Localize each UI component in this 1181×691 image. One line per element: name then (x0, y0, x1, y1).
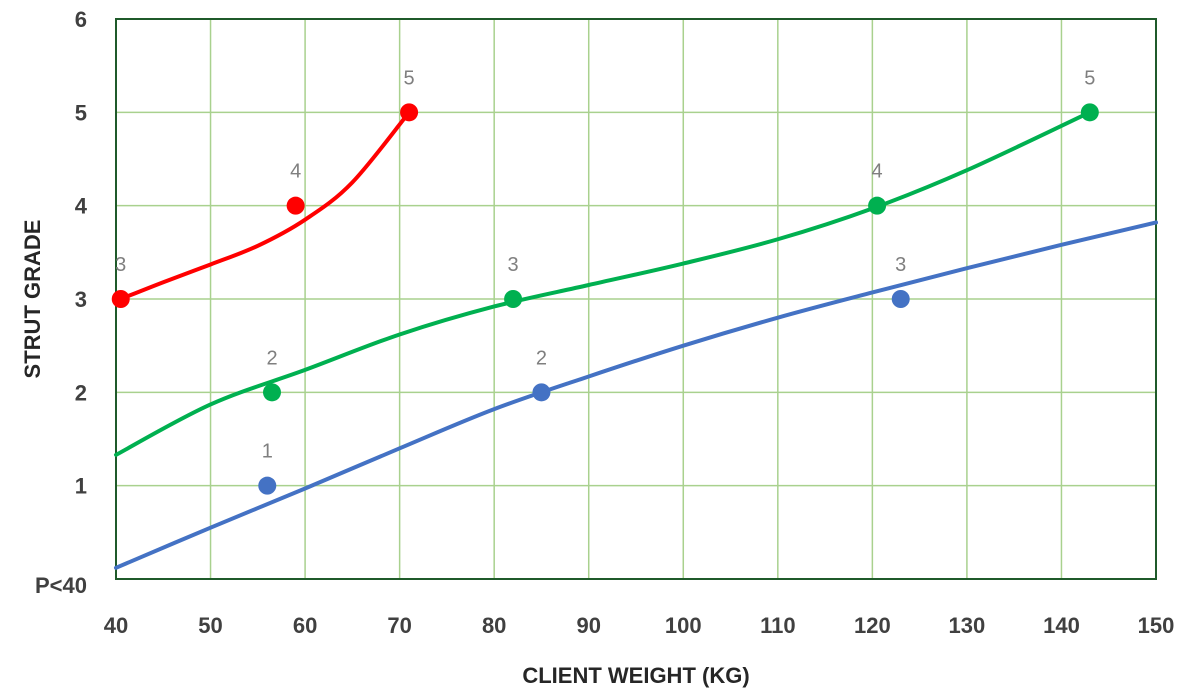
data-point (868, 196, 887, 215)
y-tick-label: 1 (75, 474, 87, 499)
series-1: 2 3 4 5 (114, 67, 1099, 457)
data-point (891, 290, 910, 308)
series-2: 3 4 5 (111, 67, 419, 308)
data-label: 3 (895, 254, 906, 276)
data-point (1080, 103, 1099, 122)
data-point (263, 383, 281, 402)
x-axis-ticks: 40 50 60 70 80 90 100 110 120 130 140 150 (104, 613, 1175, 638)
series-0: 1 2 3 (114, 220, 1158, 570)
y-tick-label: 2 (75, 380, 87, 405)
grid (115, 18, 1157, 580)
x-tick-label: 140 (1043, 613, 1080, 638)
y-tick-label: P<40 (35, 573, 87, 598)
data-point (504, 290, 523, 308)
x-tick-label: 60 (293, 613, 317, 638)
x-axis-title: CLIENT WEIGHT (KG) (522, 663, 749, 688)
y-axis-ticks: P<40 1 2 3 4 5 6 (35, 7, 88, 598)
data-label: 2 (536, 347, 547, 369)
data-point (258, 476, 277, 495)
trendline (118, 110, 412, 301)
x-tick-label: 90 (576, 613, 600, 638)
y-tick-label: 4 (75, 194, 88, 219)
data-label: 4 (872, 161, 883, 183)
data-label: 1 (262, 441, 273, 463)
trendline (114, 110, 1092, 457)
y-axis-title: STRUT GRADE (20, 220, 45, 379)
data-point (532, 383, 551, 402)
y-tick-label: 5 (75, 100, 87, 125)
data-point (111, 290, 130, 308)
data-label: 3 (115, 254, 126, 276)
x-tick-label: 150 (1138, 613, 1175, 638)
y-tick-label: 3 (75, 287, 87, 312)
data-label: 5 (1084, 67, 1095, 89)
data-label: 5 (404, 67, 415, 89)
x-tick-label: 110 (760, 613, 796, 638)
trendline (114, 220, 1158, 570)
x-tick-label: 120 (854, 613, 891, 638)
x-tick-label: 70 (387, 613, 411, 638)
x-tick-label: 40 (104, 613, 128, 638)
data-label: 4 (290, 161, 301, 183)
x-tick-label: 100 (665, 613, 702, 638)
x-tick-label: 80 (482, 613, 506, 638)
series-layer: 1 2 3 2 3 4 5 3 4 5 (111, 67, 1158, 570)
y-tick-label: 6 (75, 7, 87, 32)
data-point (286, 196, 305, 215)
x-tick-label: 130 (949, 613, 986, 638)
x-tick-label: 50 (198, 613, 222, 638)
data-label: 2 (266, 347, 277, 369)
data-label: 3 (508, 254, 519, 276)
data-point (400, 103, 419, 122)
